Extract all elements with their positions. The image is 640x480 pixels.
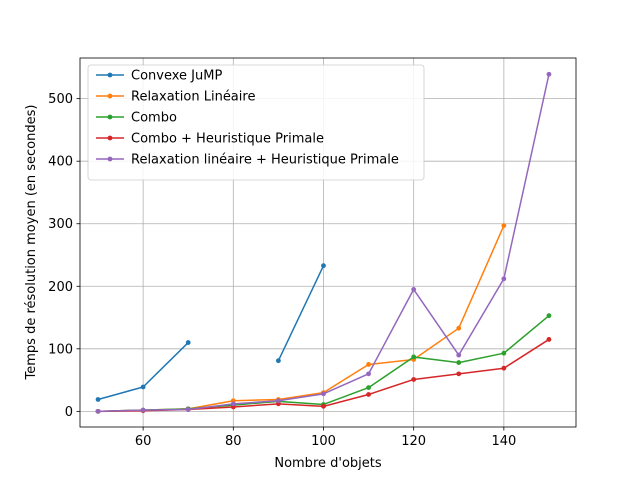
legend-marker [107,93,113,99]
series-4 [95,71,552,414]
legend-label: Combo + Heuristique Primale [131,132,324,147]
x-tick-label: 100 [311,434,336,449]
x-tick-label: 60 [135,434,152,449]
data-point [95,408,101,414]
data-point [501,350,507,356]
series-0 [95,263,326,402]
x-tick-label: 80 [225,434,242,449]
legend-entry: Convexe JuMP [96,69,222,84]
data-point [321,403,326,409]
data-point [366,392,371,397]
data-point [546,337,552,342]
data-point [185,340,191,345]
y-tick-label: 300 [48,217,73,232]
data-point [366,385,371,390]
legend-label: Convexe JuMP [131,69,222,84]
legend-entry: Relaxation Linéaire [96,90,255,105]
data-point [276,358,281,364]
y-tick-label: 400 [48,155,73,170]
series-line [277,265,325,362]
data-point [230,401,236,407]
data-point [411,354,417,360]
data-point [411,287,417,292]
legend-label: Relaxation Linéaire [131,90,255,105]
data-point [140,407,146,413]
x-tick-label: 120 [401,434,426,449]
legend-label: Combo [131,111,177,126]
legend-label: Relaxation linéaire + Heuristique Primal… [131,153,399,168]
axis-ticks: 60 80 100 120 140 0 100 200 300 400 500 [48,92,516,449]
y-axis-label: Temps de résolution moyen (en secondes) [24,105,39,381]
data-point [366,362,371,367]
data-point [456,325,462,331]
data-point [95,397,101,402]
data-point [321,391,326,397]
legend-marker [107,156,113,162]
y-tick-label: 200 [48,280,73,295]
legend-entry: Relaxation linéaire + Heuristique Primal… [96,153,399,168]
data-point [501,365,507,371]
data-point [501,223,507,229]
legend-entry: Combo + Heuristique Primale [96,132,324,147]
legend-entry: Combo [96,111,177,126]
data-point [456,352,462,358]
x-tick-label: 140 [491,434,516,449]
data-point [546,71,552,77]
data-point [185,407,191,412]
data-point [456,371,462,377]
data-point [140,384,146,390]
x-axis-label: Nombre d'objets [274,456,382,471]
y-tick-label: 0 [65,405,73,420]
plot-frame [79,57,577,428]
data-point [276,398,281,404]
series-lines [95,71,552,414]
data-point [366,371,371,377]
data-point [546,313,552,319]
data-point [456,360,462,365]
legend: Convexe JuMP Relaxation Linéaire Combo Comb… [87,64,425,181]
data-point [501,276,507,282]
legend-marker [107,72,113,78]
data-point [411,377,417,382]
legend-frame [87,64,425,181]
legend-marker [107,135,113,141]
legend-marker [107,114,113,120]
y-tick-label: 100 [48,342,73,357]
data-point [321,263,326,269]
y-tick-label: 500 [48,92,73,107]
